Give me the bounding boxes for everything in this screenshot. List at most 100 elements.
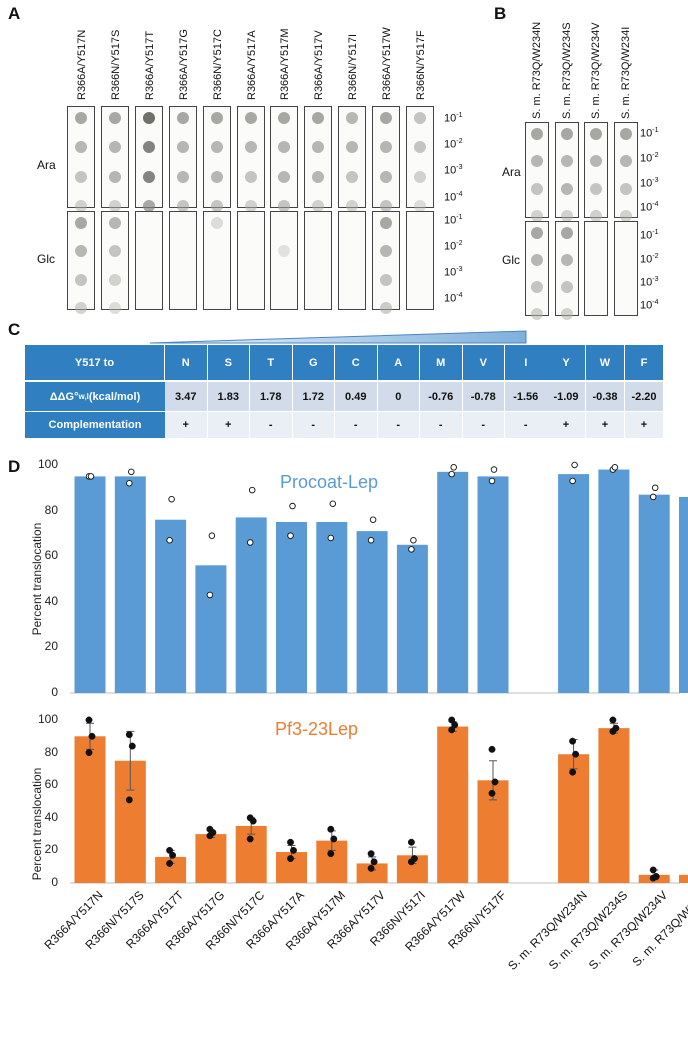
colony-spot: [278, 170, 291, 183]
y-tick-label: 20: [44, 842, 58, 857]
dilution-base: 10: [640, 152, 653, 165]
colony-spot: [75, 245, 87, 258]
y-tick-label: 80: [44, 502, 58, 517]
colony-spot: [531, 227, 543, 239]
dilution-base: 10: [640, 201, 653, 214]
replicate-point: [571, 461, 578, 469]
dilution-label: 10-3: [640, 276, 658, 289]
bar: [74, 736, 106, 883]
dilution-exponent: -4: [456, 191, 463, 198]
y-tick-label: 60: [44, 548, 58, 563]
dilution-base: 10: [444, 138, 457, 151]
dilution-label: 10-2: [444, 240, 462, 253]
panel-a-ara-strip: [406, 106, 434, 212]
table-aa-header: Y: [547, 345, 586, 380]
replicate-point: [450, 464, 457, 471]
replicate-point: [125, 796, 133, 804]
dilution-label: 10-1: [640, 229, 658, 242]
table-dg-value: 0: [377, 381, 420, 411]
table-aa-header: N: [165, 345, 208, 380]
panel-a-glc-strip: [304, 211, 333, 310]
table-aa-header: S: [207, 345, 250, 380]
replicate-point: [611, 464, 619, 471]
table-complementation-value: +: [207, 411, 250, 438]
colony-spot: [531, 128, 543, 140]
table-complementation-value: -: [335, 411, 378, 438]
dilution-base: 10: [640, 299, 653, 312]
panel-b-ara-strip: [613, 122, 638, 222]
dilution-base: 10: [444, 214, 457, 227]
dg-subscript: w,l: [78, 392, 89, 401]
panel-b-ara-strip: [554, 122, 579, 222]
table-dg-value: -0.38: [586, 381, 625, 411]
table-complementation-value: -: [292, 411, 335, 438]
colony-spot: [380, 217, 393, 229]
colony-spot: [108, 112, 121, 124]
colony-spot: [108, 273, 121, 286]
dilution-exponent: -1: [652, 127, 659, 134]
panel-a-glc-strip: [202, 211, 231, 310]
dilution-exponent: -3: [652, 276, 659, 283]
panel-label-c: C: [8, 320, 21, 339]
replicate-point: [367, 850, 375, 858]
colony-spot: [312, 170, 325, 183]
colony-spot: [312, 200, 325, 212]
panel-a-glc-strip: [270, 211, 299, 310]
panel-a-strain-label: R366A/Y517T: [143, 30, 156, 100]
bar: [558, 474, 590, 693]
panel-label-a: A: [8, 4, 21, 23]
dilution-exponent: -1: [652, 229, 659, 236]
replicate-point: [330, 835, 338, 843]
bar: [235, 825, 267, 883]
colony-spot: [619, 128, 632, 140]
bar: [679, 496, 688, 693]
replicate-point: [407, 858, 415, 866]
panel-a-glc-strip: [338, 211, 367, 310]
replicate-point: [327, 850, 335, 858]
replicate-point: [370, 858, 378, 866]
panel-label-b: B: [494, 4, 507, 23]
y-tick-label: 60: [44, 777, 58, 792]
panel-a-strain-label: R366N/Y517I: [347, 33, 360, 100]
replicate-point: [491, 778, 499, 786]
replicate-point: [289, 502, 296, 510]
panel-a-strain-label: R366A/Y517W: [381, 27, 394, 100]
panel-a-ara-strip: [202, 106, 231, 212]
bar: [235, 517, 267, 693]
bar: [396, 544, 428, 693]
panel-a-ara-strip: [134, 106, 163, 212]
replicate-point: [206, 591, 214, 599]
dilution-exponent: -1: [456, 112, 463, 119]
bar: [598, 728, 630, 883]
bar: [679, 874, 688, 883]
bar: [276, 522, 307, 693]
dilution-exponent: -4: [652, 201, 659, 208]
dilution-label: 10-4: [444, 292, 462, 305]
colony-spot: [176, 170, 189, 183]
dilution-base: 10: [444, 112, 457, 125]
colony-spot: [380, 200, 393, 212]
y-tick-label: 100: [37, 457, 58, 471]
dilution-label: 10-4: [640, 201, 658, 214]
panel-b-strain-label: S. m. R73Q/W234I: [619, 26, 632, 119]
bar: [598, 469, 630, 693]
replicate-point: [408, 546, 415, 553]
colony-spot: [244, 141, 257, 154]
panel-b-row-label-ara: Ara: [502, 165, 521, 179]
colony-spot: [108, 170, 121, 183]
dilution-label: 10-2: [640, 253, 658, 266]
panel-b-strain-label: S. m. R73Q/W234V: [590, 22, 602, 119]
replicate-point: [166, 536, 173, 544]
panel-label-d: D: [8, 457, 21, 476]
replicate-point: [128, 742, 136, 750]
colony-spot: [414, 200, 426, 212]
replicate-point: [448, 470, 455, 478]
colony-spot: [108, 141, 121, 154]
colony-spot: [176, 200, 189, 212]
table-dg-value: 3.47: [165, 381, 208, 411]
procoat-y-axis-label: Percent translocation: [30, 522, 44, 636]
dilution-exponent: -3: [652, 177, 659, 184]
table-dg-label: ΔΔG° w,l (kcal/mol): [25, 381, 165, 411]
colony-spot: [244, 112, 257, 124]
dilution-exponent: -1: [456, 214, 463, 221]
